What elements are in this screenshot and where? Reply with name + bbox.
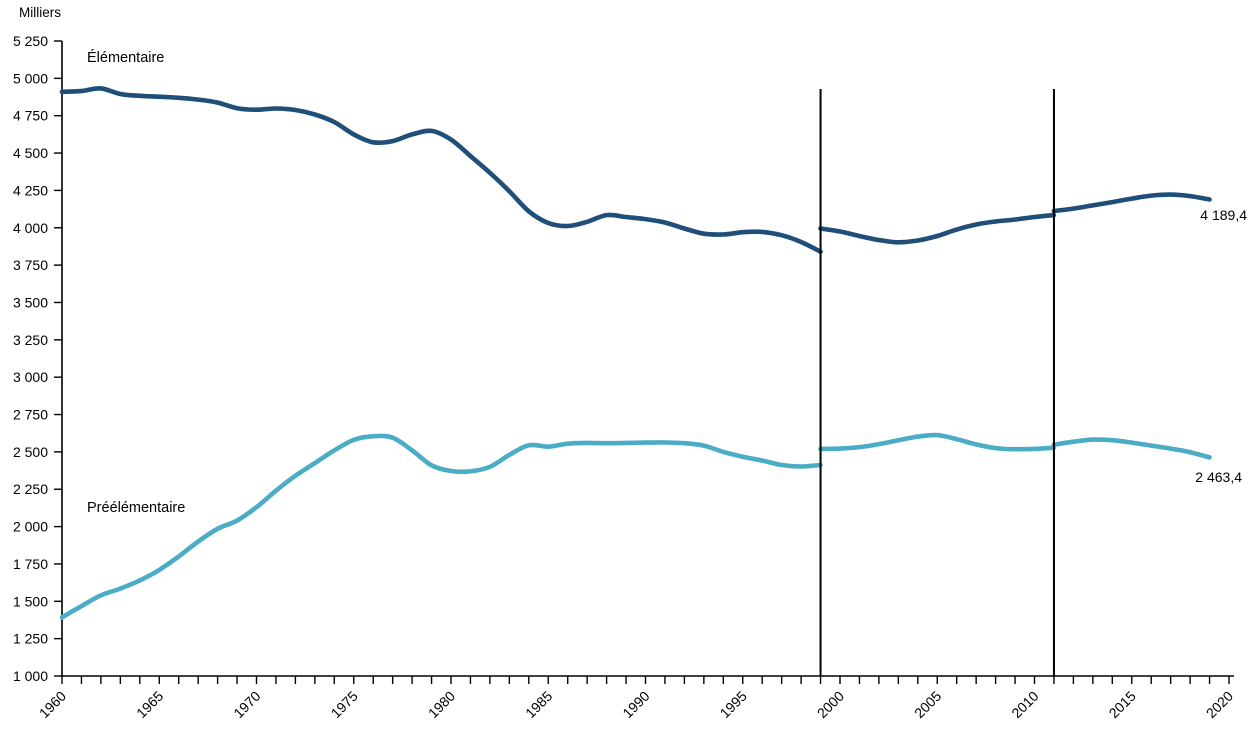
y-tick-label: 1 000	[13, 668, 48, 684]
x-tick-label: 2005	[911, 688, 944, 721]
y-tick-label: 4 000	[13, 220, 48, 236]
series-label-preelementaire: Préélémentaire	[87, 500, 186, 516]
series-line-preelementaire-seg1	[59, 433, 823, 620]
y-tick-label: 4 750	[13, 108, 48, 124]
end-value-label-preelementaire: 2 463,4	[1195, 469, 1242, 485]
y-tick-label: 3 500	[13, 294, 48, 310]
y-axis-unit-label: Milliers	[19, 5, 61, 20]
series-line-preelementaire-seg3	[1051, 437, 1212, 460]
y-tick-label: 1 250	[13, 631, 48, 647]
series-label-elementaire: Élémentaire	[87, 50, 165, 66]
y-tick-label: 3 000	[13, 369, 48, 385]
y-tick-label: 4 500	[13, 145, 48, 161]
y-tick-label: 3 750	[13, 257, 48, 273]
x-tick-label: 2000	[814, 688, 847, 721]
series-line-elementaire-seg1	[59, 86, 823, 254]
y-tick-label: 5 250	[13, 33, 48, 49]
y-tick-label: 2 750	[13, 407, 48, 423]
x-tick-label: 1980	[425, 688, 458, 721]
y-tick-label: 2 000	[13, 519, 48, 535]
x-tick-label: 1970	[230, 688, 263, 721]
y-tick-label: 1 500	[13, 593, 48, 609]
x-tick-label: 2020	[1203, 688, 1236, 721]
end-value-label-elementaire: 4 189,4	[1200, 207, 1247, 223]
y-tick-label: 3 250	[13, 332, 48, 348]
x-tick-label: 2015	[1106, 688, 1139, 721]
series-line-elementaire-seg2	[818, 212, 1057, 245]
series-line-elementaire-seg3	[1051, 192, 1212, 214]
series-line-preelementaire-seg2	[818, 432, 1057, 452]
x-tick-label: 1965	[133, 688, 166, 721]
x-tick-label: 1995	[717, 688, 750, 721]
y-tick-label: 2 500	[13, 444, 48, 460]
y-tick-label: 4 250	[13, 182, 48, 198]
y-tick-label: 5 000	[13, 70, 48, 86]
x-tick-label: 1960	[36, 688, 69, 721]
x-tick-label: 2010	[1008, 688, 1041, 721]
y-tick-label: 1 750	[13, 556, 48, 572]
y-tick-label: 2 250	[13, 481, 48, 497]
x-tick-label: 1990	[619, 688, 652, 721]
x-tick-label: 1975	[328, 688, 361, 721]
x-tick-label: 1985	[522, 688, 555, 721]
